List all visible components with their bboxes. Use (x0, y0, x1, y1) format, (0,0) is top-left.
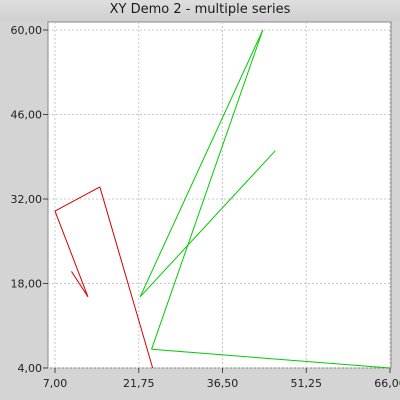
series-2-segment (151, 348, 391, 369)
series-2 (139, 29, 391, 369)
chart-title: XY Demo 2 - multiple series (0, 0, 400, 22)
series-1-segment (54, 210, 89, 297)
x-tick-label: 21,75 (123, 377, 155, 390)
x-tick-label: 66,00 (374, 377, 400, 390)
series-1-segment (71, 271, 89, 298)
series-2-segment (151, 29, 264, 350)
y-tick-label: 18,00 (11, 278, 43, 291)
x-tick-label: 36,50 (207, 377, 239, 390)
series-layer (54, 29, 391, 369)
series-1-segment (99, 186, 154, 369)
y-tick-label: 32,00 (11, 193, 43, 206)
y-tick-label: 60,00 (11, 24, 43, 37)
y-tick-label: 4,00 (18, 362, 43, 375)
series-2-segment (139, 29, 264, 297)
grid (48, 22, 391, 369)
series-1-segment (54, 186, 101, 212)
series-2-segment (139, 150, 276, 298)
y-tick-label: 46,00 (11, 109, 43, 122)
x-tick-label: 51,25 (291, 377, 323, 390)
series-1 (54, 186, 154, 369)
x-tick-label: 7,00 (43, 377, 68, 390)
axes: 7,00 21,75 36,50 51,25 66,00 4,00 18,00 32,00 46… (11, 24, 400, 390)
plot-area (47, 21, 392, 369)
